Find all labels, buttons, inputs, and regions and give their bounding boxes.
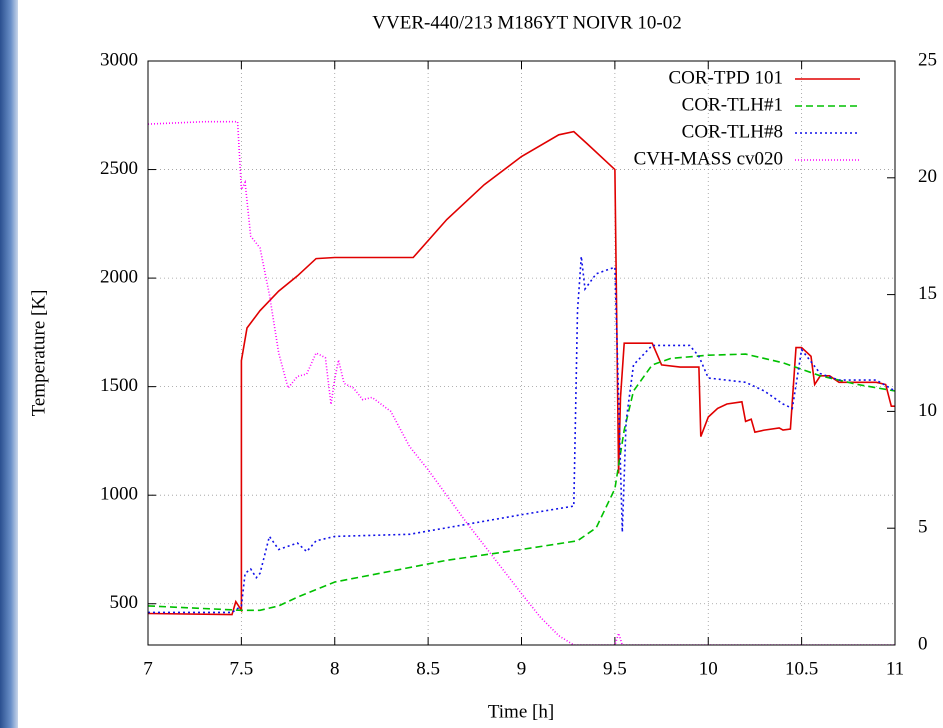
x-tick-label: 9 bbox=[517, 658, 527, 679]
legend-label: COR-TLH#1 bbox=[682, 94, 783, 115]
y-tick-label: 2500 bbox=[100, 158, 138, 179]
y-tick-label: 2000 bbox=[100, 266, 138, 287]
y2-tick-label: 20 bbox=[918, 166, 937, 187]
y2-tick-label: 15 bbox=[918, 283, 937, 304]
series-line bbox=[148, 353, 895, 612]
series-line bbox=[148, 130, 895, 616]
plot-frame bbox=[147, 60, 896, 646]
y-tick-label: 3000 bbox=[100, 49, 138, 70]
y-tick-label: 1000 bbox=[100, 484, 138, 505]
x-tick-label: 8.5 bbox=[416, 658, 440, 679]
legend-label: CVH-MASS cv020 bbox=[634, 148, 783, 169]
y2-tick-label: 25 bbox=[918, 49, 937, 70]
x-tick-label: 9.5 bbox=[603, 658, 627, 679]
background-strip bbox=[0, 0, 18, 728]
legend-label: COR-TLH#8 bbox=[682, 121, 783, 142]
y2-tick-label: 10 bbox=[918, 400, 937, 421]
x-tick-label: 8 bbox=[330, 658, 340, 679]
x-tick-label: 7 bbox=[143, 658, 153, 679]
legend-label: COR-TPD 101 bbox=[668, 67, 783, 88]
x-tick-label: 10.5 bbox=[785, 658, 818, 679]
y-axis-label: Temperature [K] bbox=[28, 290, 49, 417]
y-tick-label: 1500 bbox=[100, 375, 138, 396]
y2-tick-label: 0 bbox=[918, 633, 928, 654]
x-tick-label: 7.5 bbox=[230, 658, 254, 679]
y-tick-label: 500 bbox=[110, 592, 139, 613]
y2-tick-label: 5 bbox=[918, 517, 928, 538]
chart-title: VVER-440/213 M186YT NOIVR 10-02 bbox=[372, 12, 681, 33]
series-line bbox=[148, 120, 895, 645]
x-tick-label: 10 bbox=[699, 658, 718, 679]
x-tick-label: 11 bbox=[886, 658, 904, 679]
x-axis-label: Time [h] bbox=[488, 701, 554, 722]
